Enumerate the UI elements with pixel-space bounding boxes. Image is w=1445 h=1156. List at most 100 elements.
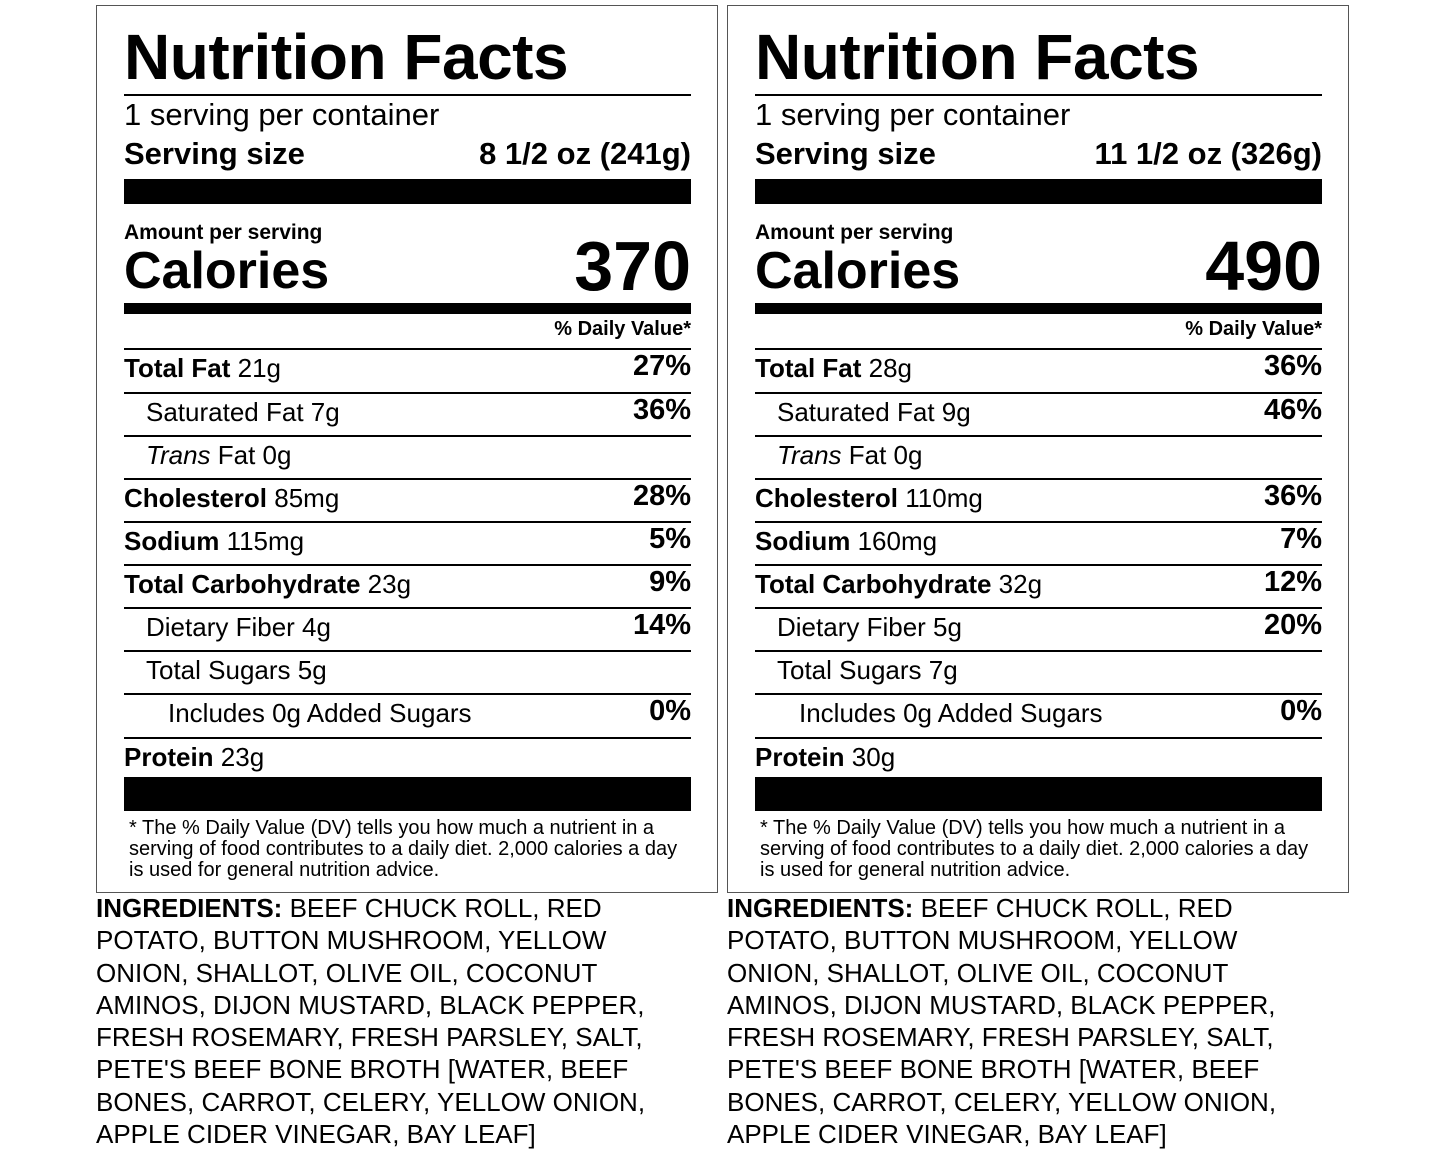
nutrient-name: Fat 0g bbox=[841, 440, 923, 470]
nutrient-name: Fat 0g bbox=[210, 440, 292, 470]
nutrient-amount: 110mg bbox=[898, 483, 983, 513]
serving-size-row: Serving size 11 1/2 oz (326g) bbox=[755, 136, 1322, 172]
nutrient-row-total-carbohydrate: Total Carbohydrate 32g 12% bbox=[755, 564, 1322, 607]
nutrient-dv: 14% bbox=[632, 609, 691, 641]
nutrient-name: Saturated Fat 9g bbox=[777, 397, 971, 427]
nutrient-name: Total Sugars 5g bbox=[146, 655, 327, 685]
thick-divider bbox=[124, 777, 691, 811]
ingredients-text: BEEF CHUCK ROLL, RED POTATO, BUTTON MUSH… bbox=[727, 893, 1277, 1150]
nutrient-amount: 115mg bbox=[219, 526, 305, 556]
nutrient-name: Total Carbohydrate bbox=[124, 569, 361, 599]
nutrient-row-added-sugars: Includes 0g Added Sugars 0% bbox=[755, 693, 1322, 736]
calories-value: 370 bbox=[574, 227, 691, 305]
nutrient-row-sodium: Sodium 160mg 7% bbox=[755, 521, 1322, 564]
nutrient-dv: 20% bbox=[1263, 609, 1322, 641]
nutrient-dv: 12% bbox=[1263, 566, 1322, 598]
thick-divider bbox=[755, 179, 1322, 204]
calories-label: Calories bbox=[755, 242, 961, 300]
daily-value-header: % Daily Value* bbox=[1185, 318, 1322, 340]
nutrient-dv: 27% bbox=[632, 350, 691, 382]
thick-divider bbox=[755, 777, 1322, 811]
nutrition-panel-right: Nutrition Facts 1 serving per container … bbox=[727, 0, 1349, 1149]
nutrient-row-saturated-fat: Saturated Fat 9g 46% bbox=[755, 392, 1322, 435]
nutrient-name: Total Fat bbox=[755, 353, 862, 383]
nutrition-panel-left: Nutrition Facts 1 serving per container … bbox=[96, 0, 718, 1149]
serving-size-value: 8 1/2 oz (241g) bbox=[479, 136, 691, 171]
nutrient-name: Dietary Fiber 4g bbox=[146, 612, 331, 642]
nutrient-name: Protein bbox=[124, 742, 214, 772]
nutrient-dv: 46% bbox=[1263, 394, 1322, 426]
serving-size-label: Serving size bbox=[755, 136, 936, 171]
nutrient-row-protein: Protein 23g bbox=[124, 737, 691, 780]
nutrient-row-saturated-fat: Saturated Fat 7g 36% bbox=[124, 392, 691, 435]
calories-label: Calories bbox=[124, 242, 330, 300]
nutrient-name: Cholesterol bbox=[124, 483, 268, 513]
label-title: Nutrition Facts bbox=[755, 21, 1200, 93]
nutrient-name: Sodium bbox=[124, 526, 220, 556]
nutrient-row-total-sugars: Total Sugars 7g bbox=[755, 650, 1322, 693]
nutrient-amount: 21g bbox=[230, 353, 282, 383]
nutrient-amount: 28g bbox=[861, 353, 913, 383]
nutrient-row-trans-fat: Trans Fat 0g bbox=[124, 435, 691, 478]
nutrient-name: Includes 0g Added Sugars bbox=[799, 698, 1103, 728]
nutrient-dv: 9% bbox=[649, 566, 691, 598]
nutrient-dv: 36% bbox=[1263, 350, 1322, 382]
nutrient-row-cholesterol: Cholesterol 85mg 28% bbox=[124, 478, 691, 521]
calories-value: 490 bbox=[1205, 227, 1322, 305]
nutrient-amount: 160mg bbox=[850, 526, 938, 556]
nutrient-name: Cholesterol bbox=[755, 483, 899, 513]
nutrition-label-box: Nutrition Facts 1 serving per container … bbox=[727, 5, 1349, 893]
nutrient-row-total-fat: Total Fat 28g 36% bbox=[755, 348, 1322, 391]
servings-per-container: 1 serving per container bbox=[755, 97, 1071, 132]
ingredients-list: INGREDIENTS: BEEF CHUCK ROLL, RED POTATO… bbox=[96, 892, 718, 1150]
nutrient-row-total-carbohydrate: Total Carbohydrate 23g 9% bbox=[124, 564, 691, 607]
thick-divider bbox=[124, 179, 691, 204]
serving-size-label: Serving size bbox=[124, 136, 305, 171]
nutrient-name: Saturated Fat 7g bbox=[146, 397, 340, 427]
divider bbox=[755, 94, 1322, 96]
nutrient-dv: 7% bbox=[1280, 523, 1322, 555]
amount-per-serving: Amount per serving bbox=[124, 221, 323, 244]
nutrient-row-added-sugars: Includes 0g Added Sugars 0% bbox=[124, 693, 691, 736]
nutrient-row-dietary-fiber: Dietary Fiber 4g 14% bbox=[124, 607, 691, 650]
nutrient-amount: 23g bbox=[360, 569, 412, 599]
nutrient-row-dietary-fiber: Dietary Fiber 5g 20% bbox=[755, 607, 1322, 650]
ingredients-label: INGREDIENTS: bbox=[96, 893, 283, 923]
nutrient-amount: 23g bbox=[213, 742, 265, 772]
nutrient-row-total-fat: Total Fat 21g 27% bbox=[124, 348, 691, 391]
nutrient-row-sodium: Sodium 115mg 5% bbox=[124, 521, 691, 564]
divider bbox=[124, 94, 691, 96]
nutrient-dv: 0% bbox=[1280, 695, 1322, 727]
nutrient-dv: 36% bbox=[1263, 480, 1322, 512]
nutrient-amount: 30g bbox=[844, 742, 896, 772]
nutrient-name: Includes 0g Added Sugars bbox=[168, 698, 472, 728]
nutrient-row-protein: Protein 30g bbox=[755, 737, 1322, 780]
nutrient-name: Total Fat bbox=[124, 353, 231, 383]
nutrient-dv: 5% bbox=[649, 523, 691, 555]
nutrient-name: Total Sugars 7g bbox=[777, 655, 958, 685]
daily-value-footnote: * The % Daily Value (DV) tells you how m… bbox=[129, 817, 678, 881]
daily-value-footnote: * The % Daily Value (DV) tells you how m… bbox=[760, 817, 1309, 881]
nutrient-dv: 36% bbox=[632, 394, 691, 426]
nutrient-name: Total Carbohydrate bbox=[755, 569, 992, 599]
nutrient-name-italic: Trans bbox=[146, 440, 211, 470]
nutrient-name: Protein bbox=[755, 742, 845, 772]
amount-per-serving: Amount per serving bbox=[755, 221, 954, 244]
nutrient-row-cholesterol: Cholesterol 110mg 36% bbox=[755, 478, 1322, 521]
nutrient-dv: 0% bbox=[649, 695, 691, 727]
daily-value-header: % Daily Value* bbox=[554, 318, 691, 340]
ingredients-label: INGREDIENTS: bbox=[727, 893, 914, 923]
ingredients-text: BEEF CHUCK ROLL, RED POTATO, BUTTON MUSH… bbox=[96, 893, 646, 1150]
medium-divider bbox=[755, 303, 1322, 314]
serving-size-value: 11 1/2 oz (326g) bbox=[1094, 136, 1322, 171]
nutrient-amount: 32g bbox=[991, 569, 1043, 599]
nutrient-name: Sodium bbox=[755, 526, 851, 556]
nutrient-name-italic: Trans bbox=[777, 440, 842, 470]
nutrition-label-box: Nutrition Facts 1 serving per container … bbox=[96, 5, 718, 893]
ingredients-list: INGREDIENTS: BEEF CHUCK ROLL, RED POTATO… bbox=[727, 892, 1349, 1150]
nutrient-dv: 28% bbox=[632, 480, 691, 512]
nutrient-amount: 85mg bbox=[267, 483, 340, 513]
servings-per-container: 1 serving per container bbox=[124, 97, 440, 132]
label-title: Nutrition Facts bbox=[124, 21, 569, 93]
medium-divider bbox=[124, 303, 691, 314]
